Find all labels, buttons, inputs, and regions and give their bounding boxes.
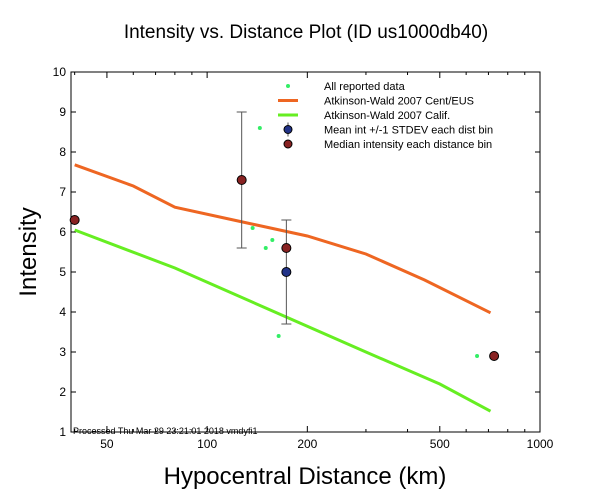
data-point-median <box>69 215 80 225</box>
data-point-mean <box>281 267 292 277</box>
y-tick-label: 8 <box>59 145 66 159</box>
y-tick-label: 6 <box>59 225 66 239</box>
x-tick-label: 500 <box>430 437 450 451</box>
legend-label: Mean int +/-1 STDEV each dist bin <box>324 125 493 137</box>
x-axis-label: Hypocentral Distance (km) <box>164 463 447 490</box>
y-tick-label: 4 <box>59 305 66 319</box>
data-point-reported <box>270 238 275 242</box>
y-axis-label: Intensity <box>15 207 42 296</box>
x-tick-label: 1000 <box>527 437 554 451</box>
y-tick-label: 7 <box>59 185 66 199</box>
legend-label: Median intensity each distance bin <box>324 139 492 151</box>
legend-swatch-reported <box>286 84 290 88</box>
y-tick-label: 2 <box>59 385 66 399</box>
curve-atkinson-wald-2007-cent-eus <box>74 163 492 315</box>
data-point-median <box>281 243 292 253</box>
data-point-reported <box>475 354 480 358</box>
y-tick-label: 3 <box>59 345 66 359</box>
plot-frame <box>70 71 541 433</box>
processed-annotation: Processed Thu Mar 29 23:21:01 2018 vmdyf… <box>73 426 257 436</box>
y-tick-label: 10 <box>53 65 67 79</box>
data-point-reported <box>276 334 281 338</box>
data-point-median <box>489 351 500 361</box>
legend-swatch-point <box>283 139 293 149</box>
x-tick-label: 50 <box>100 437 114 451</box>
legend: All reported data Atkinson-Wald 2007 Cent… <box>278 81 493 151</box>
data-point-reported <box>257 126 262 130</box>
y-tick-label: 5 <box>59 265 66 279</box>
curve-atkinson-wald-2007-calif- <box>74 228 492 413</box>
data-point-median <box>236 175 247 185</box>
legend-swatch-point <box>283 125 293 134</box>
data-point-reported <box>263 246 268 250</box>
x-tick-label: 100 <box>197 437 217 451</box>
legend-label: Atkinson-Wald 2007 Calif. <box>324 110 450 122</box>
y-tick-label: 1 <box>59 425 66 439</box>
data-point-reported <box>250 226 255 230</box>
legend-label: Atkinson-Wald 2007 Cent/EUS <box>324 96 474 108</box>
chart-title: Intensity vs. Distance Plot (ID us1000db… <box>124 22 488 43</box>
y-tick-label: 9 <box>59 105 66 119</box>
legend-label: All reported data <box>324 81 406 93</box>
x-tick-label: 200 <box>297 437 317 451</box>
